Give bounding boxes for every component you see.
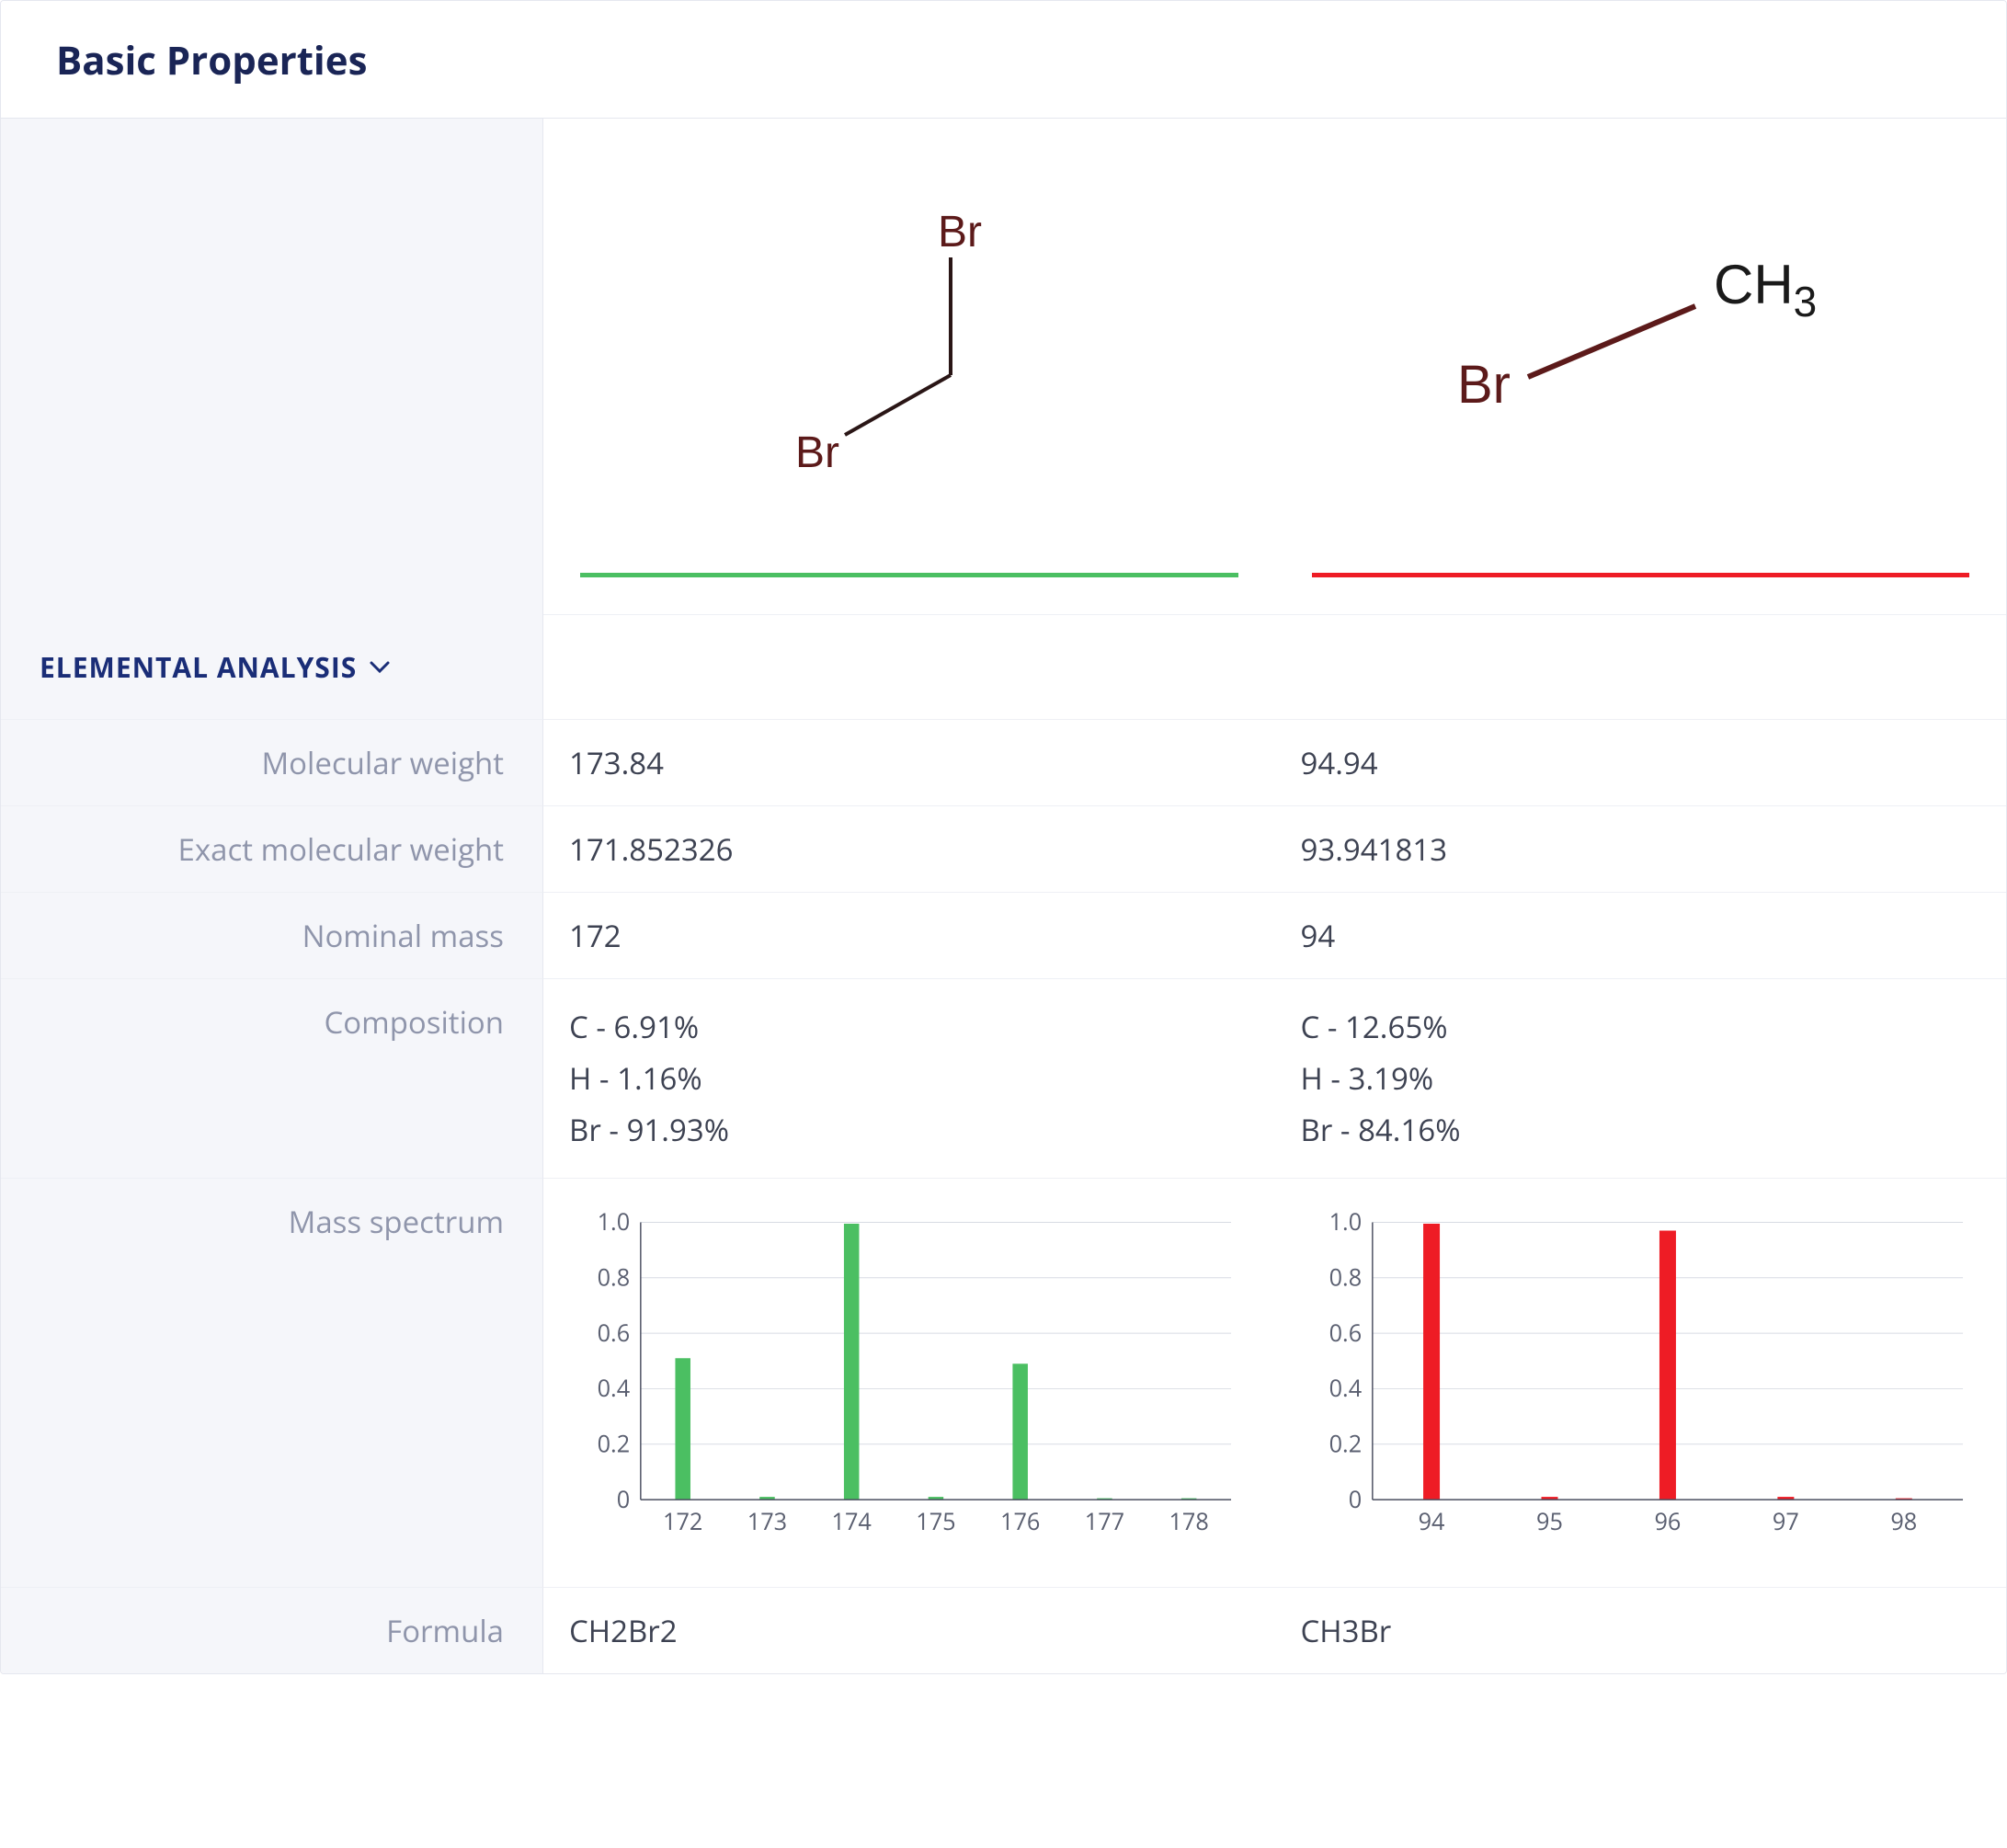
svg-text:97: 97 bbox=[1772, 1506, 1798, 1537]
row-label: Mass spectrum bbox=[1, 1179, 543, 1588]
svg-text:0.2: 0.2 bbox=[1328, 1429, 1362, 1460]
comp-a: C - 6.91% H - 1.16% Br - 91.93% bbox=[543, 979, 1275, 1179]
spectrum-b-cell: 0 0.2 0.4 0.6 0.8 1.0 94 95 96 97 98 bbox=[1275, 1179, 2007, 1588]
spectrum-a-chart: 0 0.2 0.4 0.6 0.8 1.0 172 173 174 175 176 177 178 bbox=[569, 1204, 1249, 1545]
row-label: Composition bbox=[1, 979, 543, 1179]
panel-title: Basic Properties bbox=[56, 34, 1951, 86]
svg-text:0: 0 bbox=[1348, 1484, 1361, 1515]
section-header-label: ELEMENTAL ANALYSIS bbox=[40, 648, 357, 686]
formula-a: CH2Br2 bbox=[543, 1588, 1275, 1673]
svg-text:98: 98 bbox=[1890, 1506, 1917, 1537]
atom-label-ch3: CH3 bbox=[1714, 254, 1817, 325]
underline-a bbox=[580, 573, 1238, 577]
svg-text:1.0: 1.0 bbox=[1328, 1206, 1362, 1238]
row-label: Exact molecular weight bbox=[1, 806, 543, 893]
svg-text:0.8: 0.8 bbox=[1328, 1262, 1362, 1294]
row-label: Formula bbox=[1, 1588, 543, 1673]
spectrum-b-chart: 0 0.2 0.4 0.6 0.8 1.0 94 95 96 97 98 bbox=[1301, 1204, 1981, 1545]
svg-text:95: 95 bbox=[1536, 1506, 1563, 1537]
svg-text:174: 174 bbox=[832, 1506, 872, 1537]
nm-a: 172 bbox=[543, 893, 1275, 979]
svg-text:172: 172 bbox=[663, 1506, 702, 1537]
mw-a: 173.84 bbox=[543, 720, 1275, 806]
section-spacer bbox=[543, 615, 1275, 720]
chevron-down-icon bbox=[370, 661, 390, 674]
molecule-b-svg: Br CH3 bbox=[1401, 237, 1879, 458]
comparison-grid: Br Br Br CH3 ELEMENTAL ANALYSIS bbox=[1, 119, 2006, 1673]
svg-text:96: 96 bbox=[1654, 1506, 1681, 1537]
underline-b bbox=[1312, 573, 1970, 577]
svg-text:0.4: 0.4 bbox=[1328, 1373, 1362, 1404]
section-spacer bbox=[1275, 615, 2007, 720]
comp-line: Br - 91.93% bbox=[569, 1104, 1246, 1156]
svg-text:178: 178 bbox=[1169, 1506, 1208, 1537]
svg-text:0: 0 bbox=[617, 1484, 630, 1515]
section-header[interactable]: ELEMENTAL ANALYSIS bbox=[1, 615, 543, 720]
molecule-a-svg: Br Br bbox=[744, 200, 1075, 495]
properties-panel: Basic Properties Br Br Br CH3 bbox=[0, 0, 2007, 1674]
svg-text:176: 176 bbox=[1000, 1506, 1040, 1537]
structure-b: Br CH3 bbox=[1275, 119, 2007, 615]
bond bbox=[1528, 306, 1695, 377]
svg-text:173: 173 bbox=[747, 1506, 787, 1537]
svg-text:175: 175 bbox=[916, 1506, 955, 1537]
svg-text:94: 94 bbox=[1418, 1506, 1444, 1537]
svg-text:0.8: 0.8 bbox=[598, 1262, 631, 1294]
comp-line: C - 12.65% bbox=[1301, 1001, 1978, 1053]
mw-b: 94.94 bbox=[1275, 720, 2007, 806]
comp-line: C - 6.91% bbox=[569, 1001, 1246, 1053]
emw-b: 93.941813 bbox=[1275, 806, 2007, 893]
atom-label-br: Br bbox=[1457, 355, 1511, 415]
row-label: Molecular weight bbox=[1, 720, 543, 806]
formula-b: CH3Br bbox=[1275, 1588, 2007, 1673]
bond bbox=[845, 375, 951, 435]
comp-line: Br - 84.16% bbox=[1301, 1104, 1978, 1156]
comp-line: H - 3.19% bbox=[1301, 1053, 1978, 1104]
spectrum-a-cell: 0 0.2 0.4 0.6 0.8 1.0 172 173 174 175 176 177 178 bbox=[543, 1179, 1275, 1588]
atom-label-br: Br bbox=[938, 208, 982, 257]
comp-b: C - 12.65% H - 3.19% Br - 84.16% bbox=[1275, 979, 2007, 1179]
svg-text:0.2: 0.2 bbox=[598, 1429, 631, 1460]
svg-text:1.0: 1.0 bbox=[598, 1206, 631, 1238]
atom-label-br: Br bbox=[795, 428, 839, 477]
svg-text:0.6: 0.6 bbox=[1328, 1318, 1362, 1349]
emw-a: 171.852326 bbox=[543, 806, 1275, 893]
row-label: Nominal mass bbox=[1, 893, 543, 979]
svg-text:177: 177 bbox=[1085, 1506, 1124, 1537]
nm-b: 94 bbox=[1275, 893, 2007, 979]
svg-text:0.6: 0.6 bbox=[598, 1318, 631, 1349]
comp-line: H - 1.16% bbox=[569, 1053, 1246, 1104]
panel-header: Basic Properties bbox=[1, 1, 2006, 119]
structure-label-spacer bbox=[1, 119, 543, 615]
svg-text:0.4: 0.4 bbox=[598, 1373, 631, 1404]
structure-a: Br Br bbox=[543, 119, 1275, 615]
